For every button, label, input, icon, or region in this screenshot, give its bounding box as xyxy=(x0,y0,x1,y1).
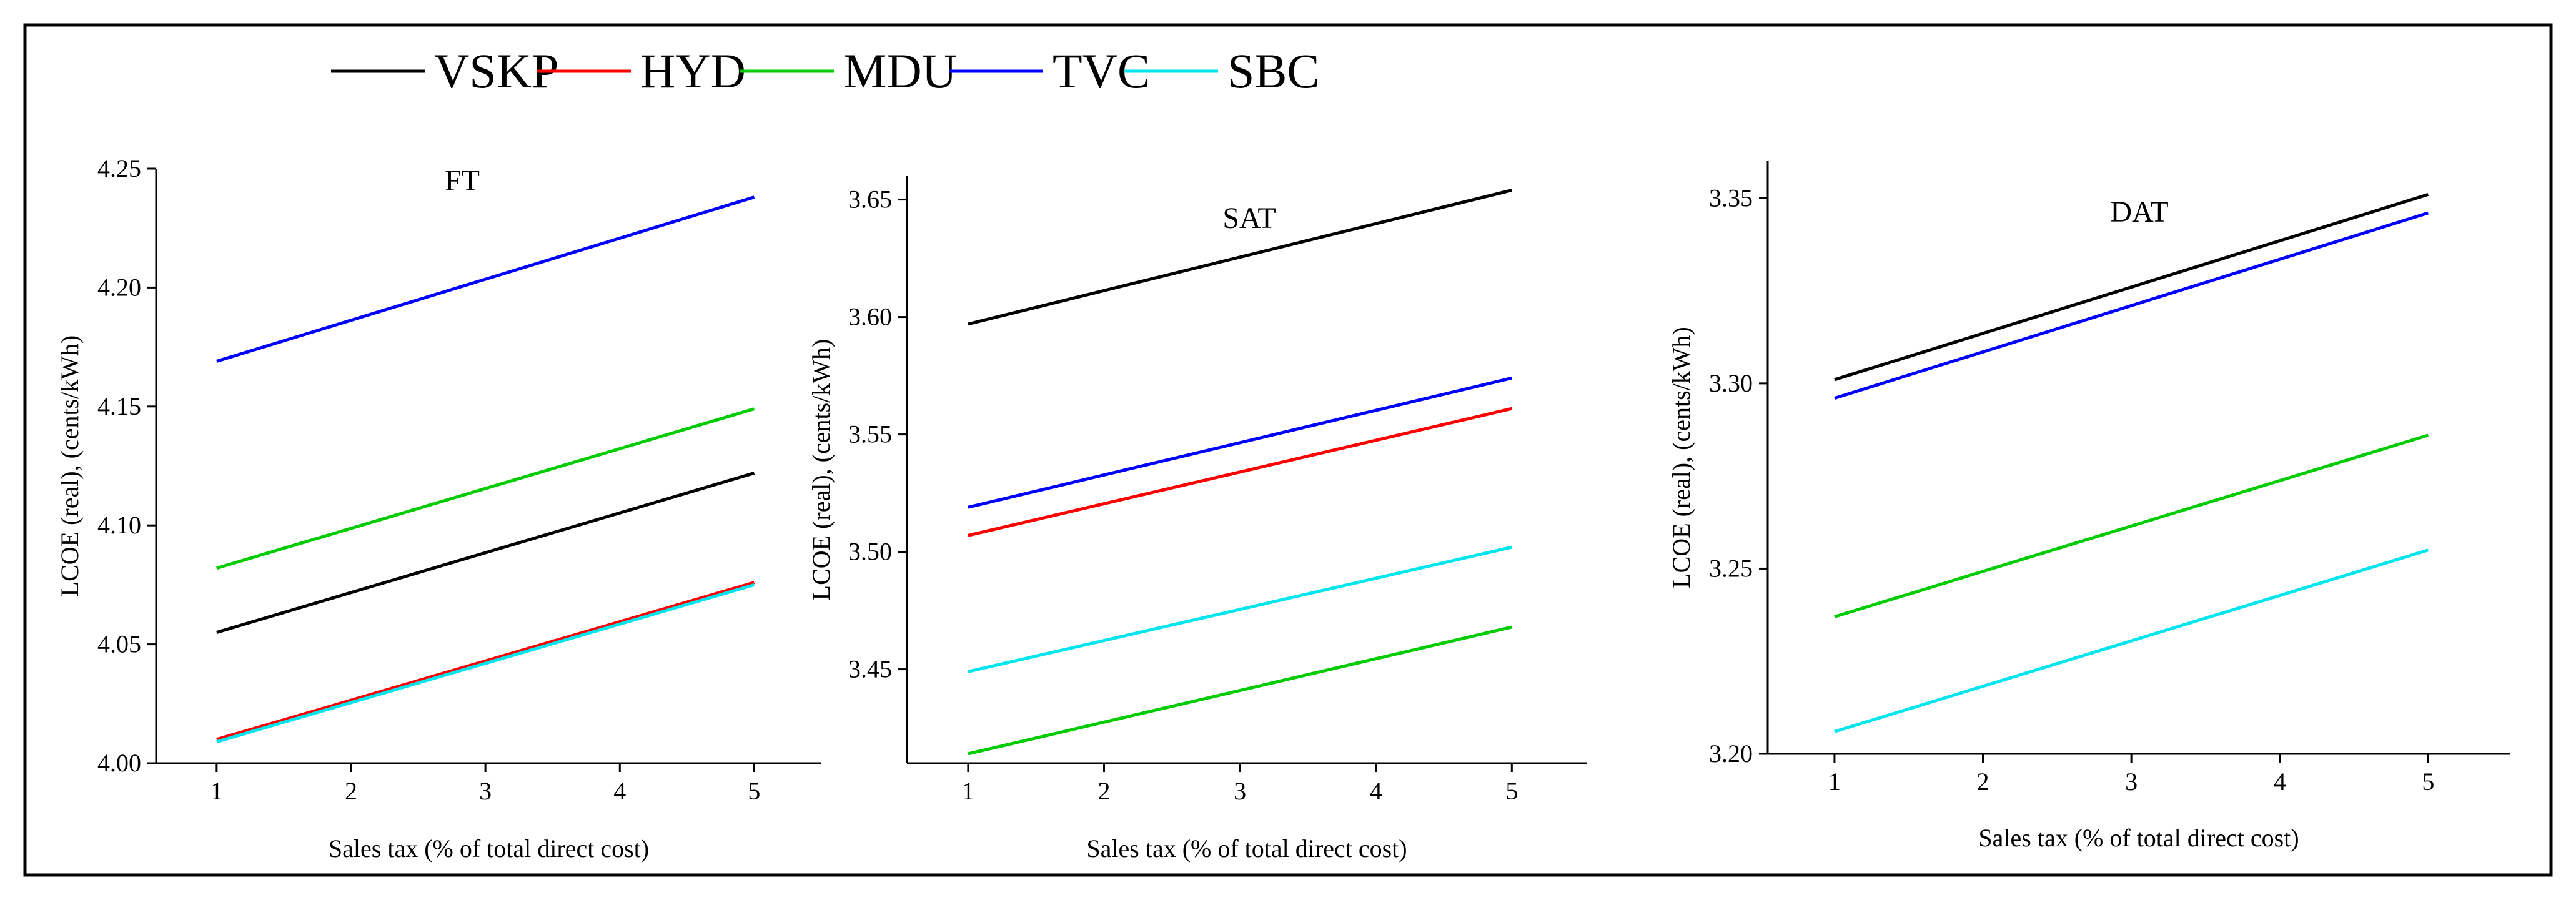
legend: VSKP HYD MDU TVC SBC xyxy=(331,44,1319,98)
y-tick-label: 4.15 xyxy=(97,392,141,420)
x-tick-label: 4 xyxy=(2274,768,2286,796)
x-tick-label: 3 xyxy=(479,777,492,805)
series-line-tvc xyxy=(1834,211,2429,400)
series-line-mdu xyxy=(216,407,755,570)
y-tick-label: 4.00 xyxy=(97,749,141,777)
x-tick-label: 4 xyxy=(1370,777,1382,805)
x-tick-label: 5 xyxy=(1505,777,1518,805)
series-line-tvc xyxy=(216,195,755,363)
x-tick-label: 1 xyxy=(962,777,974,805)
panel-dat: 3.20 3.25 3.30 3.35 1 2 3 4 5 DAT Sales tax (% of … xyxy=(1667,161,2510,852)
y-tick-label: 4.10 xyxy=(97,511,141,539)
panel-ft: 4.00 4.05 4.10 4.15 4.20 4.25 1 2 3 4 5 FT Sales tax… xyxy=(56,154,821,863)
series-line-sbc xyxy=(968,545,1512,673)
legend-label-mdu: MDU xyxy=(843,44,957,98)
series-line-hyd xyxy=(216,581,755,741)
legend-label-hyd: HYD xyxy=(640,44,746,98)
y-tick-label: 4.25 xyxy=(97,154,141,182)
y-axis-title: LCOE (real), (cents/kWh) xyxy=(807,339,835,601)
x-tick-label: 1 xyxy=(1828,768,1841,796)
panel-title: DAT xyxy=(2110,195,2168,229)
panel-sat: 3.45 3.50 3.55 3.60 3.65 1 2 3 4 5 SAT Sales tax (%… xyxy=(807,176,1587,863)
series-line-vskp xyxy=(216,472,755,634)
y-tick-label: 3.30 xyxy=(1709,369,1753,397)
x-tick-label: 4 xyxy=(613,777,626,805)
series-line-hyd xyxy=(968,407,1512,537)
panel-title: SAT xyxy=(1222,202,1276,235)
x-tick-label: 3 xyxy=(1234,777,1246,805)
x-tick-label: 2 xyxy=(1098,777,1111,805)
legend-label-sbc: SBC xyxy=(1227,44,1319,98)
y-tick-label: 3.65 xyxy=(848,185,892,214)
chart-panels: 4.00 4.05 4.10 4.15 4.20 4.25 1 2 3 4 5 FT Sales tax… xyxy=(56,154,2510,863)
y-tick-label: 3.35 xyxy=(1709,184,1753,212)
y-axis-title: LCOE (real), (cents/kWh) xyxy=(1667,327,1695,588)
series-line-tvc xyxy=(968,376,1512,509)
x-tick-label: 3 xyxy=(2125,768,2138,796)
y-tick-label: 4.20 xyxy=(97,273,141,301)
y-tick-label: 4.05 xyxy=(97,630,141,658)
y-tick-label: 3.20 xyxy=(1709,739,1753,768)
y-tick-label: 3.25 xyxy=(1709,554,1753,582)
y-tick-label: 3.50 xyxy=(848,538,892,566)
series-line-mdu xyxy=(1834,433,2429,618)
series-line-mdu xyxy=(968,625,1512,756)
x-tick-label: 2 xyxy=(1977,768,1989,796)
series-line-sbc xyxy=(216,583,755,744)
x-tick-label: 5 xyxy=(2422,768,2434,796)
y-axis-title: LCOE (real), (cents/kWh) xyxy=(56,335,84,597)
series-line-vskp xyxy=(968,189,1512,326)
panel-title: FT xyxy=(445,164,480,197)
x-axis-title: Sales tax (% of total direct cost) xyxy=(329,834,649,863)
x-axis-title: Sales tax (% of total direct cost) xyxy=(1086,834,1407,863)
x-tick-label: 5 xyxy=(748,777,760,805)
y-tick-label: 3.45 xyxy=(848,655,892,683)
series-line-sbc xyxy=(1834,548,2429,733)
y-tick-label: 3.60 xyxy=(848,303,892,331)
y-tick-label: 3.55 xyxy=(848,420,892,448)
x-tick-label: 2 xyxy=(345,777,357,805)
x-axis-title: Sales tax (% of total direct cost) xyxy=(1978,824,2299,852)
x-tick-label: 1 xyxy=(211,777,223,805)
series-line-vskp xyxy=(1834,192,2429,382)
figure-frame xyxy=(23,23,2553,877)
